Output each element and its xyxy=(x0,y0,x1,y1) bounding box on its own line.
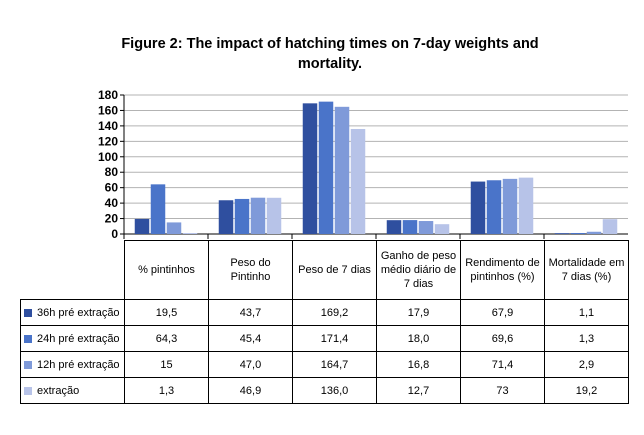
bar xyxy=(318,101,334,234)
bar xyxy=(302,103,318,234)
legend-entry-24h: 24h pré extração xyxy=(20,325,125,352)
category-header: Peso do Pintinho xyxy=(208,240,293,300)
table-cell: 19,5 xyxy=(124,299,209,326)
table-cell: 1,1 xyxy=(544,299,629,326)
table-cell: 46,9 xyxy=(208,377,293,404)
legend-swatch xyxy=(24,334,32,343)
bar xyxy=(402,220,418,234)
table-cell: 164,7 xyxy=(292,351,377,378)
bar xyxy=(570,232,586,234)
legend-entry-12h: 12h pré extração xyxy=(20,351,125,378)
table-cell: 73 xyxy=(460,377,545,404)
legend-entry-36h: 36h pré extração xyxy=(20,299,125,326)
legend-entry-extracao: extração xyxy=(20,377,125,404)
category-header: Rendimento de pintinhos (%) xyxy=(460,240,545,300)
bar xyxy=(166,222,182,234)
y-tick-label: 140 xyxy=(98,119,118,133)
category-header: Ganho de peso médio diário de 7 dias xyxy=(376,240,461,300)
bar xyxy=(418,221,434,234)
table-header-row: % pintinhos Peso do Pintinho Peso de 7 d… xyxy=(20,240,629,300)
series-label: extração xyxy=(37,384,80,397)
series-label: 36h pré extração xyxy=(37,306,120,319)
data-table: % pintinhos Peso do Pintinho Peso de 7 d… xyxy=(20,240,629,404)
table-row: 24h pré extração 64,3 45,4 171,4 18,0 69… xyxy=(20,325,629,352)
table-cell: 43,7 xyxy=(208,299,293,326)
bar xyxy=(250,197,266,234)
bar xyxy=(502,178,518,234)
category-header: % pintinhos xyxy=(124,240,209,300)
table-row: 36h pré extração 19,5 43,7 169,2 17,9 67… xyxy=(20,299,629,326)
table-cell: 171,4 xyxy=(292,325,377,352)
legend-swatch xyxy=(24,386,32,395)
table-row: extração 1,3 46,9 136,0 12,7 73 19,2 xyxy=(20,377,629,404)
y-tick-label: 80 xyxy=(105,165,119,179)
y-tick-label: 20 xyxy=(105,212,119,226)
bar xyxy=(554,233,570,234)
y-tick-label: 60 xyxy=(105,181,119,195)
table-corner xyxy=(20,240,125,300)
table-cell: 69,6 xyxy=(460,325,545,352)
bar xyxy=(386,220,402,234)
bar xyxy=(602,219,618,234)
table-cell: 15 xyxy=(124,351,209,378)
bar xyxy=(434,224,450,234)
table-cell: 169,2 xyxy=(292,299,377,326)
table-cell: 64,3 xyxy=(124,325,209,352)
table-row: 12h pré extração 15 47,0 164,7 16,8 71,4… xyxy=(20,351,629,378)
category-header: Mortalidade em 7 dias (%) xyxy=(544,240,629,300)
y-tick-label: 100 xyxy=(98,150,118,164)
bar xyxy=(150,184,166,234)
chart-title: Figure 2: The impact of hatching times o… xyxy=(121,36,539,72)
y-tick-label: 0 xyxy=(111,227,118,241)
y-tick-label: 120 xyxy=(98,134,118,148)
legend-swatch xyxy=(24,308,32,317)
series-label: 24h pré extração xyxy=(37,332,120,345)
bar xyxy=(470,181,486,234)
table-cell: 18,0 xyxy=(376,325,461,352)
table-cell: 19,2 xyxy=(544,377,629,404)
bar xyxy=(586,231,602,234)
bar xyxy=(218,200,234,234)
y-tick-label: 180 xyxy=(98,88,118,102)
bar xyxy=(182,232,198,234)
table-cell: 67,9 xyxy=(460,299,545,326)
bar xyxy=(518,177,534,234)
bar xyxy=(234,198,250,234)
table-cell: 1,3 xyxy=(544,325,629,352)
table-cell: 16,8 xyxy=(376,351,461,378)
category-header: Peso de 7 dias xyxy=(292,240,377,300)
table-cell: 71,4 xyxy=(460,351,545,378)
y-tick-label: 160 xyxy=(98,103,118,117)
legend-swatch xyxy=(24,360,32,369)
table-cell: 17,9 xyxy=(376,299,461,326)
bar xyxy=(334,106,350,234)
series-label: 12h pré extração xyxy=(37,358,120,371)
bar xyxy=(350,128,366,234)
bar xyxy=(266,197,282,234)
bar xyxy=(486,180,502,234)
table-cell: 136,0 xyxy=(292,377,377,404)
table-cell: 1,3 xyxy=(124,377,209,404)
table-cell: 12,7 xyxy=(376,377,461,404)
table-cell: 45,4 xyxy=(208,325,293,352)
table-cell: 2,9 xyxy=(544,351,629,378)
table-cell: 47,0 xyxy=(208,351,293,378)
bar xyxy=(134,218,150,234)
y-tick-label: 40 xyxy=(105,196,119,210)
